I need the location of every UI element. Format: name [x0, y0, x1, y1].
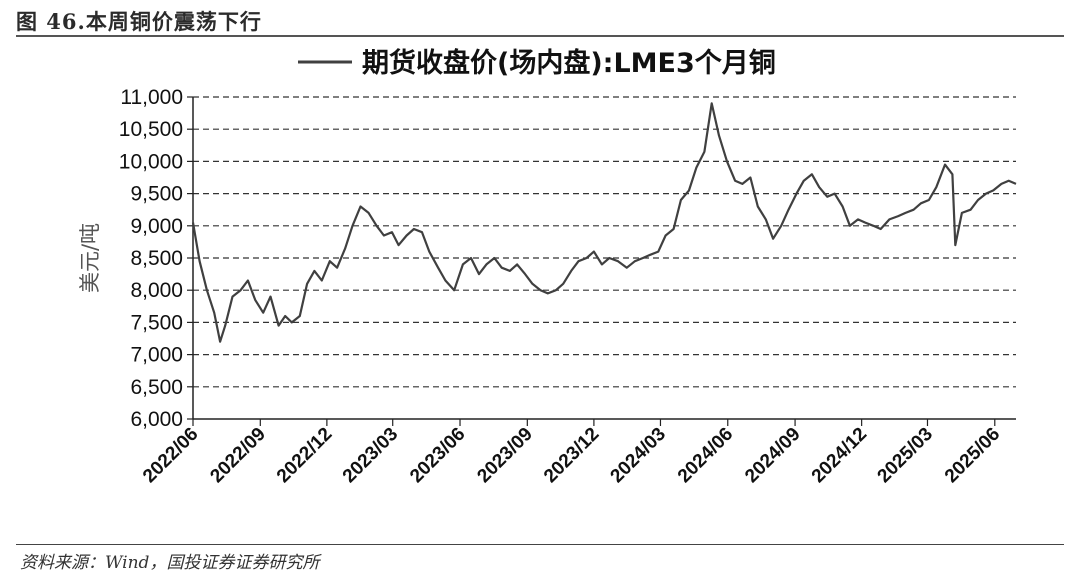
title-rule — [16, 35, 1064, 37]
y-tick-label: 11,000 — [120, 86, 183, 109]
y-tick-label: 6,000 — [130, 408, 183, 431]
x-tick-label: 2023/03 — [339, 424, 402, 487]
figure-title: 图 46.本周铜价震荡下行 — [16, 9, 262, 34]
x-tick-label: 2025/03 — [874, 424, 937, 487]
x-tick-label: 2024/06 — [674, 424, 737, 487]
y-tick-label: 6,500 — [130, 376, 183, 399]
x-tick-label: 2025/06 — [941, 424, 1004, 487]
legend-label: 期货收盘价(场内盘):LME3个月铜 — [362, 47, 776, 79]
series-line-lme-copper — [191, 102, 1017, 343]
source-note: 资料来源：Wind，国投证券证券研究所 — [20, 553, 320, 573]
x-tick-label: 2024/03 — [607, 424, 670, 487]
y-axis-ticks: 6,000 6,500 7,000 7,500 8,000 8,500 9,000 9,500… — [119, 86, 193, 431]
x-tick-label: 2022/06 — [139, 424, 202, 487]
x-tick-label: 2023/12 — [540, 424, 603, 487]
x-tick-label: 2022/12 — [273, 424, 336, 487]
line-chart: 6,000 6,500 7,000 7,500 8,000 8,500 9,000 9,500… — [78, 47, 1017, 487]
x-tick-label: 2023/09 — [473, 424, 536, 487]
y-tick-label: 10,000 — [119, 150, 183, 173]
x-tick-label: 2022/09 — [206, 424, 269, 487]
y-axis-label: 美元/吨 — [78, 223, 102, 293]
x-tick-label: 2023/06 — [406, 424, 469, 487]
legend: 期货收盘价(场内盘):LME3个月铜 — [298, 47, 776, 79]
y-tick-label: 10,500 — [119, 118, 183, 141]
x-axis-ticks: 2022/06 2022/09 2022/12 2023/03 2023/06 2023/… — [139, 419, 1004, 487]
y-tick-label: 7,000 — [130, 344, 183, 367]
y-tick-label: 9,500 — [130, 183, 183, 206]
y-tick-label: 7,500 — [130, 311, 183, 334]
x-tick-label: 2024/09 — [741, 424, 804, 487]
source-rule — [16, 544, 1064, 545]
grid-lines — [193, 96, 1016, 388]
y-tick-label: 8,500 — [130, 247, 183, 270]
x-tick-label: 2024/12 — [808, 424, 871, 487]
y-tick-label: 8,000 — [130, 279, 183, 302]
y-tick-label: 9,000 — [130, 215, 183, 238]
